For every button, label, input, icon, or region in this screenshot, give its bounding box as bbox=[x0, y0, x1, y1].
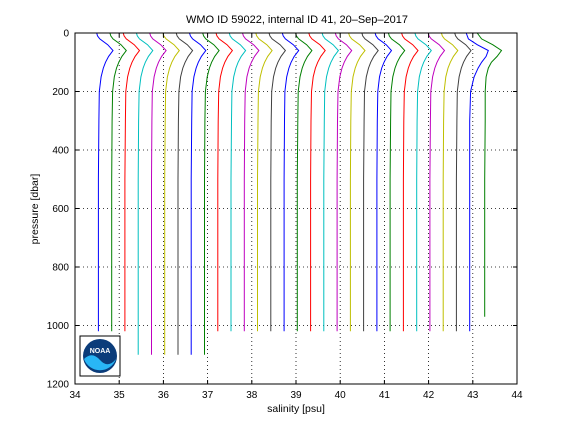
x-tick-label: 36 bbox=[158, 390, 170, 401]
salinity-profile-line bbox=[321, 32, 340, 332]
tick-layer bbox=[74, 32, 518, 385]
logo-text: NOAA bbox=[90, 348, 111, 355]
salinity-profile-line bbox=[308, 32, 326, 332]
x-tick-labels: 34 35 36 37 38 39 40 41 42 43 44 bbox=[69, 390, 523, 401]
x-tick-label: 37 bbox=[202, 390, 214, 401]
y-axis-title: pressure [dbar] bbox=[29, 174, 41, 245]
x-tick-label: 35 bbox=[114, 390, 126, 401]
salinity-profile-line bbox=[202, 32, 220, 355]
salinity-profile-line bbox=[414, 32, 432, 332]
salinity-profile-line bbox=[401, 32, 419, 332]
x-tick-label: 40 bbox=[335, 390, 347, 401]
salinity-profile-line bbox=[440, 32, 459, 332]
salinity-profile-line bbox=[122, 32, 141, 332]
noaa-logo: NOAA bbox=[79, 335, 121, 377]
y-tick-label: 400 bbox=[52, 146, 69, 157]
salinity-profile-line bbox=[465, 32, 489, 332]
plot-area bbox=[74, 32, 518, 385]
salinity-profile-line bbox=[454, 32, 472, 332]
x-tick-label: 34 bbox=[69, 390, 81, 401]
chart-title: WMO ID 59022, internal ID 41, 20–Sep–201… bbox=[186, 14, 408, 26]
logo-wave-icon bbox=[84, 355, 116, 371]
x-tick-label: 38 bbox=[246, 390, 258, 401]
salinity-profile-line bbox=[476, 32, 503, 317]
profile-layer bbox=[96, 32, 503, 355]
salinity-profile-line bbox=[387, 32, 406, 332]
salinity-profile-line bbox=[215, 32, 234, 332]
salinity-profile-line bbox=[374, 32, 393, 332]
x-axis-title: salinity [psu] bbox=[267, 403, 325, 415]
y-tick-label: 600 bbox=[52, 204, 69, 215]
salinity-profile-line bbox=[295, 32, 313, 332]
salinity-profile-line bbox=[175, 32, 194, 355]
x-tick-label: 41 bbox=[379, 390, 391, 401]
x-tick-label: 42 bbox=[423, 390, 435, 401]
y-tick-label: 800 bbox=[52, 263, 69, 274]
salinity-profile-line bbox=[109, 32, 127, 332]
salinity-profile-line bbox=[268, 32, 287, 332]
salinity-profile-line bbox=[334, 32, 353, 332]
y-tick-label: 1200 bbox=[47, 380, 70, 391]
salinity-profile-line bbox=[255, 32, 273, 332]
salinity-profile-line bbox=[281, 32, 300, 332]
y-tick-labels: 0 200 400 600 800 1000 1200 bbox=[47, 29, 70, 391]
salinity-profile-line bbox=[228, 32, 247, 332]
salinity-profile-line bbox=[348, 32, 366, 332]
salinity-profile-line bbox=[242, 32, 260, 332]
salinity-profile-line bbox=[162, 32, 180, 355]
x-tick-label: 39 bbox=[290, 390, 302, 401]
y-tick-label: 0 bbox=[63, 29, 69, 40]
salinity-profile-line bbox=[96, 32, 114, 332]
salinity-profile-line bbox=[189, 32, 207, 355]
salinity-profile-line bbox=[427, 32, 446, 332]
y-tick-label: 1000 bbox=[47, 321, 70, 332]
x-tick-label: 44 bbox=[511, 390, 523, 401]
salinity-profile-line bbox=[149, 32, 167, 355]
salinity-profile-line bbox=[135, 32, 154, 355]
salinity-profile-line bbox=[361, 32, 379, 332]
y-tick-label: 200 bbox=[52, 87, 69, 98]
x-tick-label: 43 bbox=[467, 390, 479, 401]
